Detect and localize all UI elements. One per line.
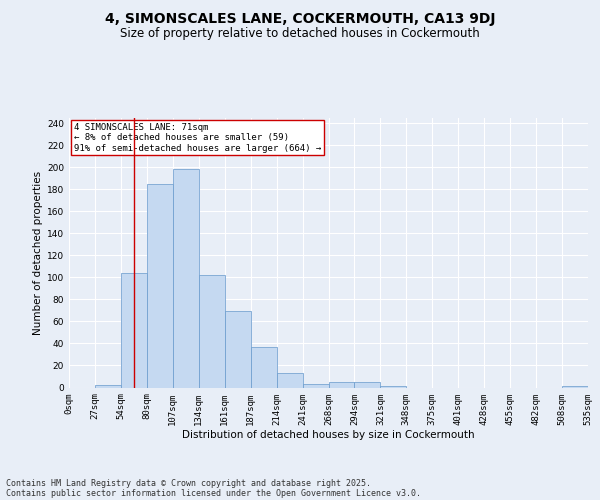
Bar — [121, 273, 147, 388]
Bar — [173, 170, 199, 388]
Text: Contains HM Land Registry data © Crown copyright and database right 2025.: Contains HM Land Registry data © Crown c… — [6, 478, 371, 488]
Bar — [302, 384, 329, 388]
Text: Size of property relative to detached houses in Cockermouth: Size of property relative to detached ho… — [120, 28, 480, 40]
Bar — [251, 346, 277, 388]
Bar — [147, 184, 173, 388]
Text: Contains public sector information licensed under the Open Government Licence v3: Contains public sector information licen… — [6, 488, 421, 498]
Text: 4, SIMONSCALES LANE, COCKERMOUTH, CA13 9DJ: 4, SIMONSCALES LANE, COCKERMOUTH, CA13 9… — [105, 12, 495, 26]
Bar — [329, 382, 355, 388]
Text: 4 SIMONSCALES LANE: 71sqm
← 8% of detached houses are smaller (59)
91% of semi-d: 4 SIMONSCALES LANE: 71sqm ← 8% of detach… — [74, 123, 322, 152]
Y-axis label: Number of detached properties: Number of detached properties — [33, 170, 43, 334]
Bar — [355, 382, 380, 388]
Bar — [380, 386, 406, 388]
Bar — [277, 373, 302, 388]
Bar — [199, 275, 224, 388]
Bar — [95, 386, 121, 388]
Bar — [225, 312, 251, 388]
X-axis label: Distribution of detached houses by size in Cockermouth: Distribution of detached houses by size … — [182, 430, 475, 440]
Bar — [562, 386, 588, 388]
